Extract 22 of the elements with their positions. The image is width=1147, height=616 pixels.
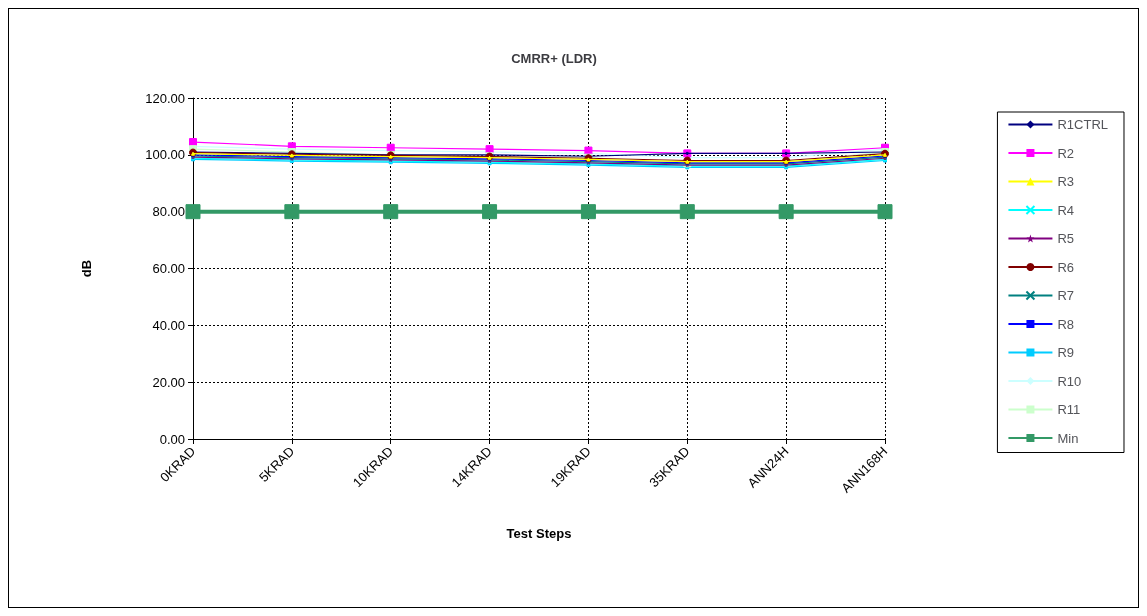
legend-label: R10 (1057, 373, 1082, 389)
y-tick-label: 80.00 (152, 204, 185, 220)
y-axis-title: dB (79, 259, 94, 278)
y-tick-label: 20.00 (152, 374, 185, 390)
y-tick-label: 60.00 (152, 261, 185, 276)
y-tick-label: 0.00 (159, 431, 185, 447)
legend-label: R3 (1057, 174, 1075, 189)
legend-label: R6 (1057, 259, 1075, 275)
legend-label: R2 (1057, 145, 1075, 161)
legend-label: R8 (1057, 316, 1075, 332)
y-tick-label: 120.00 (145, 90, 185, 106)
legend-label: R11 (1057, 402, 1081, 417)
chart-title: CMRR+ (LDR) (511, 51, 597, 66)
x-axis-title: Test Steps (506, 526, 572, 541)
legend-label: R9 (1057, 345, 1075, 360)
legend-label: R1CTRL (1057, 117, 1109, 132)
y-tick-label: 100.00 (145, 147, 185, 163)
legend-label: R5 (1057, 231, 1075, 246)
legend-label: R7 (1057, 288, 1075, 303)
y-tick-label: 40.00 (152, 317, 185, 333)
legend-label: R4 (1057, 202, 1075, 218)
legend-label: Min (1057, 430, 1079, 446)
